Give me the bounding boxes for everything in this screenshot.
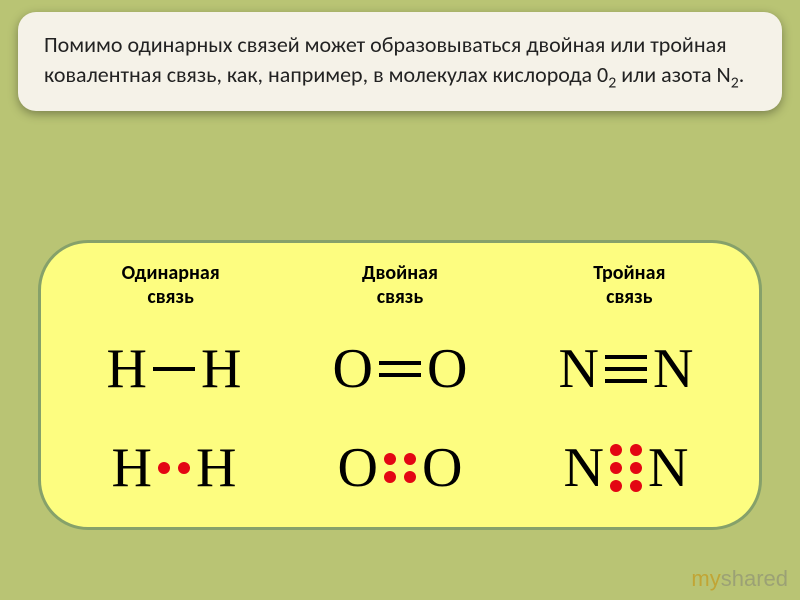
diagram-headings: ОдинарнаясвязьДвойнаясвязьТройнаясвязь (61, 261, 739, 309)
heading-line2: связь (520, 285, 739, 309)
bond-line-cell: HH (61, 341, 287, 397)
bond-line (153, 367, 195, 371)
description-card: Помимо одинарных связей может образовыва… (18, 12, 782, 111)
column-heading: Одинарнаясвязь (61, 261, 280, 309)
element-left: O (333, 341, 373, 397)
bond-line (379, 373, 421, 377)
element-left: N (559, 341, 599, 397)
electron-dot (630, 444, 642, 456)
electron-dot-pair (158, 462, 190, 474)
electron-dot (610, 444, 622, 456)
electron-dot (630, 480, 642, 492)
element-right: N (648, 440, 688, 496)
column-heading: Тройнаясвязь (520, 261, 739, 309)
electron-dot-pair (384, 471, 416, 483)
description-text-3: . (739, 61, 745, 88)
heading-line2: связь (290, 285, 509, 309)
electron-dot (384, 453, 396, 465)
electron-dot-pair (610, 480, 642, 492)
watermark: myshared (691, 566, 788, 592)
electron-dot (384, 471, 396, 483)
element-left: N (564, 440, 604, 496)
heading-line1: Двойная (290, 261, 509, 285)
bond-line (605, 367, 647, 371)
electron-dot (630, 462, 642, 474)
bond-line (379, 361, 421, 365)
electron-dot-pair (610, 462, 642, 474)
heading-line2: связь (61, 285, 280, 309)
n2-subscript: 2 (731, 73, 739, 92)
bond-dot-cell: OO (287, 440, 513, 496)
bond-dot-cell: NN (513, 440, 739, 496)
dot-row: HHOONN (61, 418, 739, 517)
element-right: N (653, 341, 693, 397)
o2-subscript: 2 (608, 73, 616, 92)
electron-dots (610, 444, 642, 492)
electron-dot-pair (384, 453, 416, 465)
element-right: H (196, 440, 236, 496)
bond-lines (379, 361, 421, 377)
electron-dot-pair (610, 444, 642, 456)
element-right: O (427, 341, 467, 397)
element-left: O (338, 440, 378, 496)
electron-dot (404, 471, 416, 483)
electron-dot (610, 462, 622, 474)
bond-dot-cell: HH (61, 440, 287, 496)
electron-dot (158, 462, 170, 474)
electron-dots (384, 453, 416, 483)
bond-diagram-card: ОдинарнаясвязьДвойнаясвязьТройнаясвязь H… (38, 240, 762, 530)
bond-line-row: HHOONN (61, 319, 739, 418)
column-heading: Двойнаясвязь (290, 261, 509, 309)
bond-line (605, 355, 647, 359)
electron-dot (610, 480, 622, 492)
element-right: O (422, 440, 462, 496)
element-left: H (107, 341, 147, 397)
bond-lines (605, 355, 647, 383)
element-right: H (201, 341, 241, 397)
electron-dots (158, 462, 190, 474)
watermark-part1: my (691, 566, 720, 591)
description-text-2: или азота N (616, 61, 730, 88)
bond-lines (153, 367, 195, 371)
element-left: H (112, 440, 152, 496)
watermark-part2: shared (721, 566, 788, 591)
heading-line1: Одинарная (61, 261, 280, 285)
bond-line (605, 379, 647, 383)
bond-line-cell: OO (287, 341, 513, 397)
electron-dot (404, 453, 416, 465)
electron-dot (178, 462, 190, 474)
heading-line1: Тройная (520, 261, 739, 285)
bond-line-cell: NN (513, 341, 739, 397)
diagram-rows: HHOONN HHOONN (61, 319, 739, 517)
